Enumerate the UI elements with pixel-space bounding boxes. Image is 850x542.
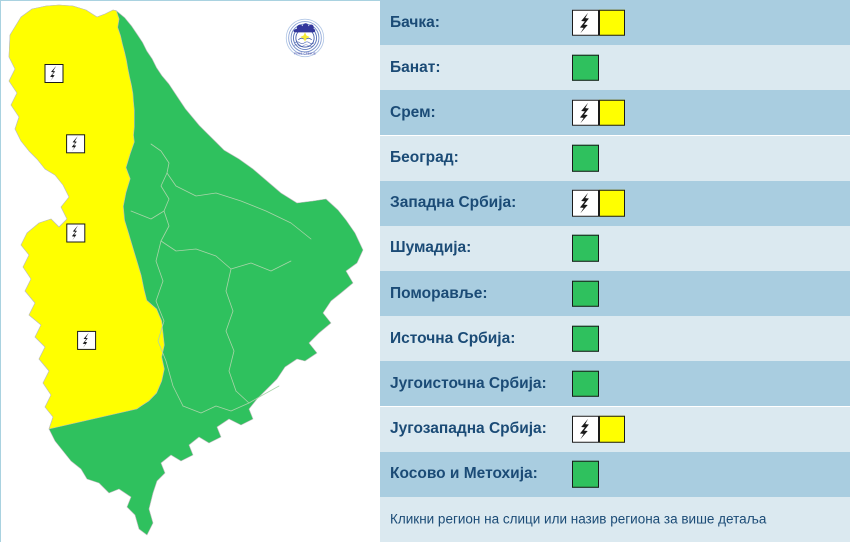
svg-text:РХМЗ СРБИЈЕ: РХМЗ СРБИЈЕ [294,51,316,55]
